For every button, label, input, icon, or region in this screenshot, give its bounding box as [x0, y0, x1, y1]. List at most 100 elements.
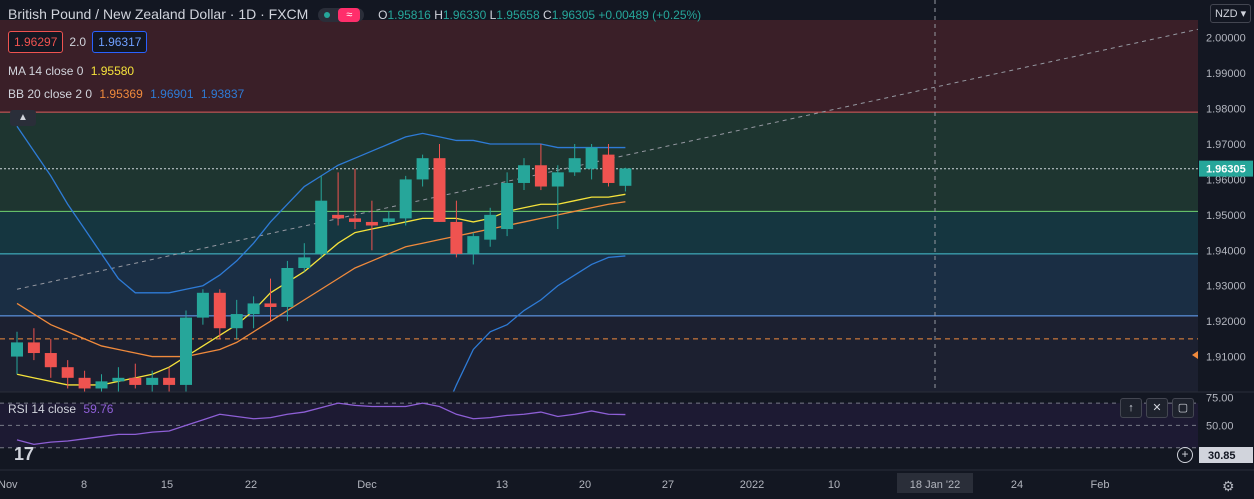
time-axis-bg	[0, 470, 1254, 499]
rsi-pane-controls: ↑ ✕ ▢	[1120, 398, 1194, 418]
candle	[568, 158, 581, 173]
candle	[129, 377, 142, 385]
price-zone	[0, 20, 1198, 113]
candle	[433, 158, 446, 222]
y-tick-label: 1.91000	[1206, 352, 1246, 364]
candle	[619, 168, 632, 186]
x-tick-label: 22	[245, 479, 257, 491]
y-tick-label: 1.99000	[1206, 68, 1246, 80]
candle	[264, 303, 277, 307]
candle	[602, 154, 615, 183]
candle	[298, 257, 311, 268]
x-tick-label: Feb	[1091, 479, 1110, 491]
price-zone	[0, 211, 1198, 254]
collapse-legend-button[interactable]: ▲	[10, 110, 36, 126]
price-zone	[0, 253, 1198, 316]
bb-lower-line	[452, 255, 626, 392]
candle	[332, 214, 345, 219]
dashed-level-marker	[1192, 351, 1198, 359]
rsi-band	[0, 403, 1198, 448]
price-zone	[0, 112, 1198, 212]
x-tick-label: 8	[81, 479, 87, 491]
candle	[416, 158, 429, 180]
candle	[112, 377, 125, 382]
x-tick-label: 13	[496, 479, 508, 491]
candle	[484, 214, 497, 240]
candle	[349, 218, 361, 222]
rsi-tick-label: 75.00	[1206, 393, 1234, 405]
candle	[44, 353, 57, 368]
chevron-up-icon: ▲	[18, 112, 28, 123]
x-tick-label: 15	[161, 479, 173, 491]
y-tick-label: 1.95000	[1206, 210, 1246, 222]
series-group	[11, 125, 632, 392]
rsi-marker-badge	[1199, 447, 1253, 463]
bb-upper-value: 1.96901	[150, 87, 194, 101]
candle	[95, 381, 108, 389]
equals-icon[interactable]: ≈	[338, 8, 361, 23]
candle	[213, 292, 226, 329]
candle	[585, 147, 598, 169]
x-tick-label: 24	[1011, 479, 1023, 491]
candle	[399, 179, 412, 219]
bb-basis-line	[16, 201, 626, 358]
x-tick-label: Nov	[0, 479, 18, 491]
ma-indicator-legend[interactable]: MA 14 close 0 1.95580	[8, 64, 135, 78]
candle	[230, 314, 243, 329]
buy-button[interactable]: 1.96317	[92, 31, 148, 53]
close-icon[interactable]: ✕	[1146, 398, 1168, 418]
change-value: +0.00489 (+0.25%)	[598, 8, 702, 22]
candle	[281, 268, 294, 307]
rsi-line	[16, 402, 626, 446]
price-zone	[0, 315, 1198, 392]
y-tick-label: 1.94000	[1206, 245, 1246, 257]
candle	[247, 303, 260, 315]
last-price-badge	[1199, 160, 1253, 177]
low-value: 1.95658	[496, 8, 540, 22]
x-tick-label: 27	[662, 479, 674, 491]
rsi-marker-label: 30.85	[1208, 450, 1236, 462]
y-tick-label: 1.98000	[1206, 104, 1246, 116]
high-value: 1.96330	[442, 8, 487, 22]
candle	[27, 342, 40, 354]
sell-button[interactable]: 1.96297	[8, 31, 64, 53]
candle	[163, 377, 176, 385]
x-tick-label: 10	[828, 479, 840, 491]
candle	[501, 182, 514, 230]
candle	[146, 377, 159, 385]
x-tick-label: Dec	[357, 479, 377, 491]
chevron-down-icon: ▾	[1237, 8, 1247, 20]
move-up-icon[interactable]: ↑	[1120, 398, 1142, 418]
candle	[534, 165, 547, 187]
candle	[11, 342, 23, 357]
candle	[365, 221, 378, 226]
gear-icon[interactable]: ⚙	[1222, 478, 1235, 494]
bid-ask-panel: 1.96297 2.0 1.96317	[8, 31, 148, 53]
candle	[196, 292, 209, 318]
candle	[467, 236, 480, 254]
candle	[180, 317, 192, 385]
close-value: 1.96305	[551, 8, 596, 22]
market-status-pill[interactable]: ≈	[318, 8, 365, 23]
candle	[382, 218, 395, 222]
price-axis-bg	[1198, 0, 1254, 499]
rsi-tick-label: 50.00	[1206, 420, 1234, 432]
add-icon[interactable]: +	[1177, 447, 1193, 463]
rsi-value: 59.76	[83, 402, 114, 416]
bb-lower-value: 1.93837	[200, 87, 245, 101]
candle	[61, 367, 74, 378]
maximize-icon[interactable]: ▢	[1172, 398, 1194, 418]
tradingview-logo: 17	[14, 444, 35, 464]
candle	[518, 165, 530, 183]
ohlc-values: O1.95816 H1.96330 L1.95658 C1.96305 +0.0…	[378, 8, 702, 22]
x-tick-label: 2022	[740, 479, 764, 491]
currency-select[interactable]: NZD ▾	[1210, 4, 1252, 23]
symbol-title[interactable]: British Pound / New Zealand Dollar · 1D …	[8, 6, 309, 22]
x-tick-label: 20	[579, 479, 591, 491]
rsi-legend[interactable]: RSI 14 close 59.76	[8, 402, 114, 416]
bb-indicator-legend[interactable]: BB 20 close 2 0 1.95369 1.96901 1.93837	[8, 87, 245, 101]
chart-legend: British Pound / New Zealand Dollar · 1D …	[8, 6, 702, 23]
trendline	[16, 28, 1201, 290]
y-tick-label: 2.00000	[1206, 33, 1246, 45]
